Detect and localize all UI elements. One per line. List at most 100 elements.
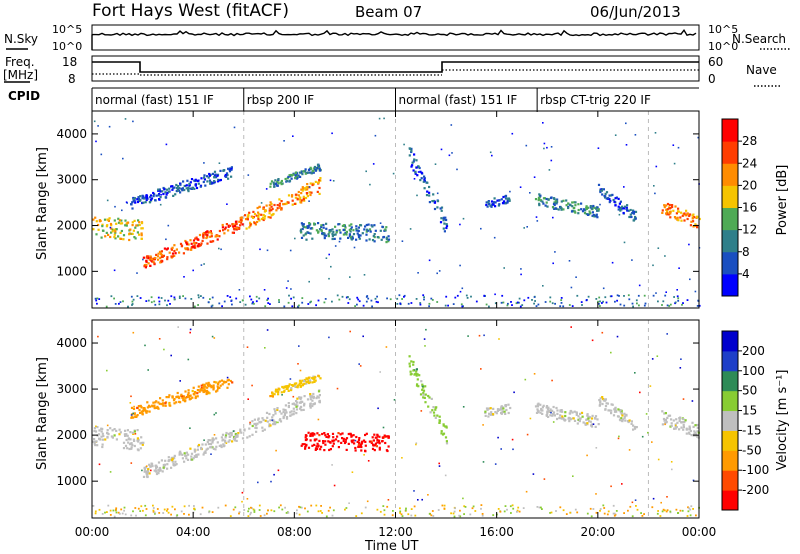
x-axis-label: Time UT	[364, 539, 418, 554]
range-cell	[239, 428, 242, 431]
range-cell	[191, 186, 194, 189]
range-cell	[297, 363, 299, 365]
range-cell	[298, 345, 300, 347]
range-cell	[180, 245, 183, 248]
range-cell	[602, 188, 605, 191]
range-cell	[568, 260, 571, 262]
range-cell	[678, 267, 680, 269]
range-cell	[570, 210, 574, 213]
range-cell	[299, 397, 302, 400]
range-cell	[114, 231, 117, 234]
range-cell	[488, 305, 490, 308]
range-cell	[194, 391, 197, 394]
range-cell	[599, 305, 601, 307]
range-cell	[634, 217, 637, 220]
range-cell	[131, 300, 134, 303]
range-cell	[285, 512, 288, 514]
range-cell	[695, 215, 699, 218]
range-cell	[193, 244, 196, 247]
range-cell	[327, 509, 330, 512]
range-cell	[175, 515, 178, 518]
range-cell	[320, 224, 323, 227]
range-cell	[383, 117, 385, 120]
range-cell	[574, 204, 577, 207]
cpid-segments: normal (fast) 151 IF rbsp 200 IF normal (f…	[91, 88, 651, 112]
range-cell	[95, 440, 98, 443]
range-cell	[611, 193, 614, 196]
range-cell	[218, 444, 221, 447]
range-cell	[171, 185, 174, 188]
range-cell	[224, 228, 227, 231]
range-cell	[122, 300, 124, 303]
range-cell	[684, 419, 687, 422]
range-cell	[372, 443, 375, 446]
range-cell	[200, 177, 203, 180]
velocity-colorbar-label: Velocity [m s⁻¹]	[775, 370, 790, 471]
range-cell	[599, 508, 602, 510]
range-cell	[372, 439, 375, 442]
range-cell	[494, 293, 496, 296]
range-cell	[292, 413, 295, 416]
range-cell	[314, 168, 317, 171]
range-cell	[592, 213, 595, 217]
range-cell	[396, 303, 399, 305]
range-cell	[317, 510, 320, 513]
range-cell	[462, 406, 465, 408]
range-cell	[570, 326, 572, 328]
range-cell	[539, 199, 542, 202]
range-cell	[292, 395, 295, 398]
range-cell	[269, 419, 272, 422]
range-cell	[316, 432, 319, 435]
range-cell	[215, 445, 218, 448]
range-cell	[621, 419, 624, 422]
range-cell	[442, 219, 445, 222]
range-cell	[221, 223, 224, 227]
range-cell	[347, 442, 350, 445]
range-cell	[419, 170, 422, 173]
range-cell	[196, 392, 199, 395]
range-cell	[693, 430, 696, 433]
range-cell	[165, 193, 168, 196]
range-cell	[500, 408, 503, 411]
range-cell	[561, 415, 564, 418]
range-cell	[282, 386, 285, 389]
range-cell	[289, 411, 292, 414]
range-cell	[113, 297, 115, 300]
range-cell	[356, 296, 359, 299]
range-cell	[589, 507, 592, 510]
range-cell	[592, 204, 595, 208]
range-cell	[310, 191, 313, 194]
range-cell	[146, 470, 149, 473]
range-cell	[213, 176, 216, 179]
range-cell	[135, 514, 137, 517]
range-cell	[216, 441, 219, 444]
range-cell	[690, 220, 693, 223]
range-cell	[385, 238, 388, 241]
range-cell	[210, 305, 213, 308]
range-cell	[185, 457, 188, 460]
range-cell	[281, 385, 284, 389]
range-cell	[279, 206, 282, 209]
range-cell	[320, 229, 323, 232]
range-cell	[275, 209, 278, 212]
range-cell	[298, 304, 300, 307]
range-cell	[189, 447, 192, 450]
range-cell	[113, 515, 116, 518]
range-cell	[580, 411, 584, 414]
range-cell	[200, 264, 203, 266]
range-cell	[325, 257, 328, 259]
range-cell	[317, 222, 320, 225]
range-cell	[197, 385, 200, 388]
range-cell	[199, 244, 202, 247]
range-cell	[574, 211, 577, 214]
range-cell	[635, 299, 638, 302]
range-cell	[403, 295, 405, 298]
range-cell	[221, 383, 224, 386]
range-cell	[674, 425, 677, 428]
range-cell	[189, 248, 192, 251]
range-cell	[273, 393, 276, 396]
range-cell	[621, 483, 623, 485]
range-cell	[669, 212, 672, 215]
range-cell	[189, 328, 192, 331]
range-cell	[160, 255, 163, 258]
